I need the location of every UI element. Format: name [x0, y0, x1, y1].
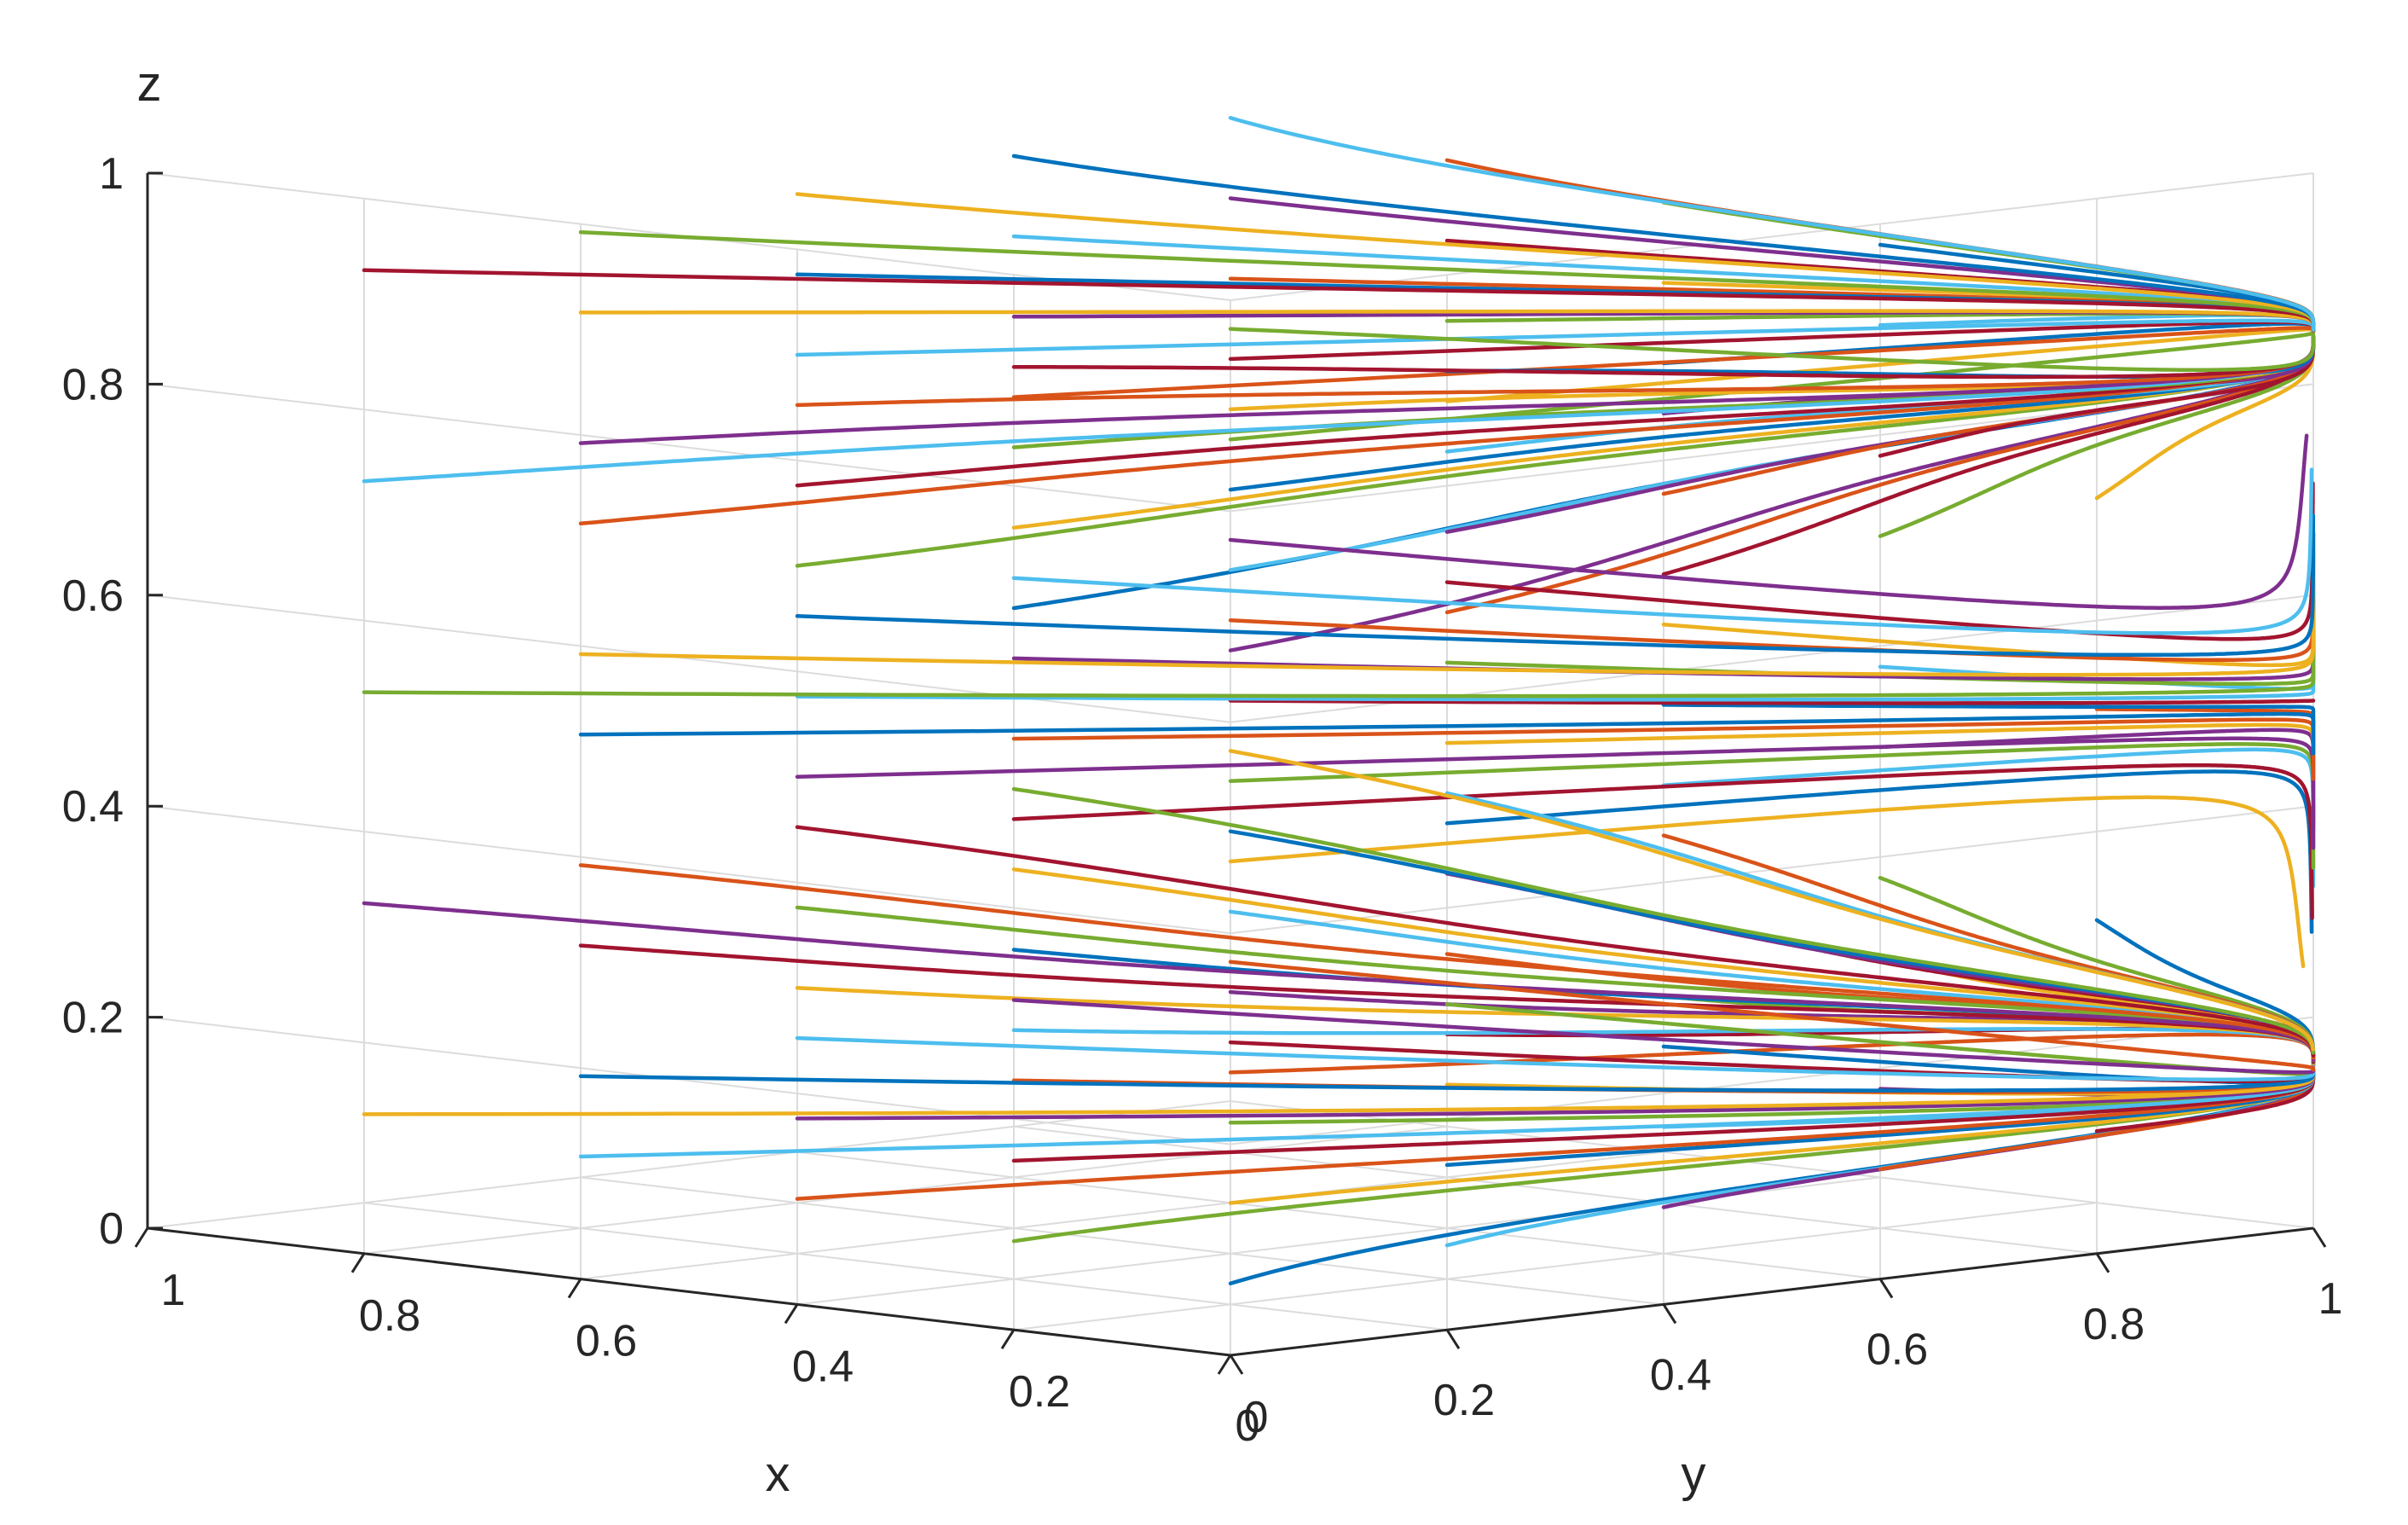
trajectory-123 — [1228, 327, 2316, 372]
y-tick-label-5: 1 — [2318, 1274, 2343, 1324]
y-tick-label-2: 0.4 — [1650, 1350, 1711, 1400]
floor-grid-x-5 — [147, 1100, 1231, 1229]
trajectories — [362, 115, 2316, 1286]
wall-x0-grid-z-5 — [1230, 172, 2314, 301]
x-tick-label-0: 0 — [1244, 1393, 1269, 1442]
x-tick-0 — [1217, 1354, 1232, 1375]
z-tick-label-0: 0 — [99, 1204, 124, 1254]
x-tick-label-2: 0.4 — [792, 1342, 854, 1391]
x-tick-5 — [134, 1227, 149, 1248]
z-tick-label-1: 0.2 — [62, 994, 124, 1043]
x-tick-3 — [567, 1278, 582, 1299]
x-axis-line — [147, 1226, 1231, 1357]
y-tick-4 — [2095, 1252, 2110, 1273]
floor-grid-y-1 — [363, 1202, 1448, 1331]
wall-y0-grid-z-3 — [147, 594, 1231, 723]
z-tick-label-2: 0.4 — [62, 782, 124, 832]
trajectory-115 — [1011, 998, 2316, 1075]
y-tick-2 — [1662, 1303, 1677, 1325]
y-tick-label-1: 0.2 — [1433, 1376, 1495, 1425]
y-tick-label-3: 0.6 — [1867, 1325, 1928, 1375]
wall-y0-grid-z-1 — [147, 1016, 1231, 1145]
floor-grid-x-3 — [580, 1151, 1664, 1280]
y-tick-label-4: 0.8 — [2083, 1300, 2145, 1349]
x-tick-label-3: 0.6 — [576, 1317, 637, 1366]
z-tick-label-4: 0.8 — [62, 360, 124, 409]
trajectory-112 — [795, 513, 2316, 658]
y-tick-5 — [2312, 1227, 2327, 1248]
y-tick-0 — [1229, 1354, 1244, 1375]
trajectory-4 — [1228, 329, 2316, 442]
x-tick-label-4: 0.8 — [359, 1291, 420, 1341]
trajectory-121 — [1228, 749, 2315, 1052]
x-tick-4 — [350, 1252, 366, 1273]
floor-grid-x-1 — [1013, 1202, 2098, 1331]
trajectory-27 — [1011, 763, 2314, 920]
y-axis-line — [1230, 1226, 2314, 1357]
trajectory-102 — [362, 646, 2316, 699]
trajectory-122 — [1228, 433, 2309, 610]
x-tick-1 — [1000, 1329, 1016, 1350]
wall-y0-grid-z-2 — [147, 805, 1231, 935]
y-tick-1 — [1445, 1329, 1461, 1350]
floor-grid-y-4 — [1013, 1125, 2098, 1255]
floor-grid-y-3 — [796, 1151, 1881, 1280]
z-tick-label-3: 0.6 — [62, 571, 124, 621]
axes: x y z 00.20.40.60.8100.20.40.60.8100.20.… — [62, 56, 2343, 1502]
trajectory-124 — [1228, 115, 2316, 332]
trajectory-62 — [1228, 699, 2316, 705]
x-axis-label: x — [766, 1447, 790, 1502]
wall-x0-grid-z-1 — [1230, 1016, 2314, 1145]
z-axis-label: z — [137, 56, 162, 112]
x-tick-label-1: 0.2 — [1009, 1367, 1070, 1417]
y-axis-label: y — [1682, 1447, 1706, 1502]
floor-grid-y-2 — [580, 1176, 1664, 1306]
y-tick-3 — [1878, 1278, 1894, 1299]
trajectory-117 — [1011, 467, 2314, 635]
wall-y0-grid-z-4 — [147, 383, 1231, 513]
trajectory-77 — [578, 711, 2316, 756]
z-tick-label-5: 1 — [99, 149, 124, 199]
trajectory-120 — [1228, 960, 2316, 1072]
y-tick-label-0: 0 — [1236, 1401, 1260, 1451]
trajectory-2 — [1228, 795, 2306, 969]
x-tick-label-5: 1 — [161, 1266, 186, 1315]
x-tick-2 — [784, 1303, 799, 1325]
